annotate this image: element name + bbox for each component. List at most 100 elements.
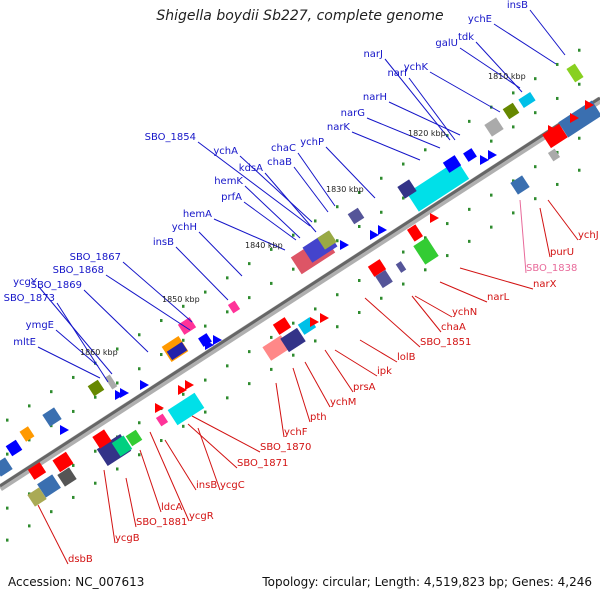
gene-label: SBO_1838: [526, 263, 577, 274]
gene-label: ychJ: [578, 230, 599, 241]
gene-label: ymgE: [26, 320, 54, 331]
label-connector: [105, 274, 191, 331]
gene-label: SBO_1868: [53, 265, 104, 276]
gene-labels: insBychEgalUtdkychKnarJnarInarHnarGnarKy…: [4, 0, 599, 565]
label-connector: [364, 297, 421, 348]
gene-label: ycgY: [13, 277, 38, 288]
gene-feature: [317, 230, 337, 250]
gene-label: SBO_1854: [145, 132, 196, 143]
genome-stats: Topology: circular; Length: 4,519,823 bp…: [262, 575, 592, 589]
gene-label: insB: [153, 237, 174, 248]
gene-feature: [484, 117, 504, 137]
label-connector: [334, 349, 378, 377]
gene-label: ychM: [330, 397, 356, 408]
gene-feature: [406, 224, 424, 242]
gene-label: insB: [507, 0, 528, 11]
gene-feature: [272, 317, 292, 335]
gene-feature: [155, 413, 169, 427]
gene-label: ldcA: [161, 502, 183, 513]
gene-label: SBO_1870: [260, 442, 311, 453]
gene-label: SBO_1871: [237, 458, 288, 469]
gene-label: narI: [387, 68, 407, 79]
gene-label: SBO_1873: [4, 293, 55, 304]
gene-label: mltE: [13, 337, 36, 348]
accession-text: Accession: NC_007613: [8, 575, 145, 589]
label-connector: [38, 286, 113, 375]
gene-feature: [57, 467, 77, 487]
label-connector: [429, 71, 501, 113]
label-connectors: [37, 9, 579, 565]
gene-label: SBO_1867: [70, 252, 121, 263]
gene-label: chaC: [271, 143, 296, 154]
gene-feature: [19, 426, 35, 442]
gene-label: ychF: [284, 427, 308, 438]
gene-feature: [0, 457, 13, 477]
gene-arrow: [178, 385, 187, 395]
gene-arrow: [570, 113, 579, 123]
tick-track: [6, 136, 581, 510]
label-connector: [359, 339, 398, 363]
gene-feature: [510, 175, 530, 195]
gene-feature: [27, 487, 47, 507]
gene-label: chaA: [441, 322, 466, 333]
gene-arrow: [140, 380, 149, 390]
label-connector: [493, 23, 557, 65]
label-connector: [459, 47, 521, 89]
gene-feature: [347, 207, 365, 225]
gene-arrow: [320, 313, 329, 323]
label-connector: [139, 449, 162, 513]
label-connector: [411, 295, 442, 333]
gene-arrow: [185, 380, 194, 390]
label-connector: [297, 152, 336, 207]
gene-arrow: [378, 225, 387, 235]
kbp-label: 1820 kbp: [408, 129, 446, 138]
gene-arrow: [340, 240, 349, 250]
label-connector: [55, 329, 99, 367]
label-connector: [366, 117, 441, 149]
gene-arrow: [60, 425, 69, 435]
kbp-labels: 1810 kbp 1820 kbp 1830 kbp 1840 kbp 1850 kbp…: [80, 72, 526, 357]
gene-label: narL: [487, 292, 510, 303]
gene-label: insB: [196, 480, 217, 491]
gene-feature: [397, 179, 417, 199]
gene-feature: [37, 474, 61, 498]
label-connector: [37, 504, 69, 565]
label-connector: [264, 172, 317, 233]
gene-feature: [111, 435, 133, 457]
gene-label: ipk: [377, 366, 392, 377]
gene-feature: [177, 317, 197, 335]
label-connector: [325, 146, 376, 199]
gene-label: SBO_1851: [420, 337, 471, 348]
label-connector: [539, 207, 551, 258]
label-connector: [275, 382, 285, 438]
gene-label: prfA: [221, 192, 242, 203]
gene-arrow: [430, 213, 439, 223]
gene-feature: [42, 407, 62, 427]
label-connector: [149, 431, 190, 522]
gene-label: lolB: [397, 352, 416, 363]
gene-label: hemK: [214, 176, 243, 187]
label-connector: [292, 367, 311, 423]
kbp-label: 1840 kbp: [245, 241, 283, 250]
gene-feature: [547, 148, 561, 162]
gene-feature: [367, 259, 387, 277]
gene-feature: [280, 327, 306, 353]
gene-label: ychP: [300, 137, 324, 148]
gene-label: chaB: [267, 157, 292, 168]
kbp-label: 1830 kbp: [326, 185, 364, 194]
label-connector: [37, 346, 101, 379]
gene-label: tdk: [458, 32, 474, 43]
label-connector: [197, 141, 311, 227]
gene-label: hemA: [183, 209, 212, 220]
gene-feature: [558, 100, 600, 138]
gene-feature: [442, 155, 462, 173]
gene-label: ychE: [468, 14, 492, 25]
gene-feature: [542, 123, 568, 149]
gene-label: prsA: [353, 382, 376, 393]
gene-arrow: [488, 150, 497, 160]
label-connector: [304, 361, 331, 408]
label-connector: [384, 58, 451, 141]
gene-arrow: [370, 230, 379, 240]
label-connector: [125, 477, 137, 528]
